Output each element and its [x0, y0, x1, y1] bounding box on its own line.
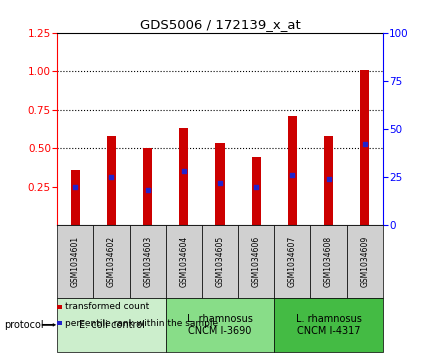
Text: E. coli control: E. coli control: [78, 320, 144, 330]
Bar: [180, 128, 188, 225]
Text: GSM1034604: GSM1034604: [180, 236, 188, 287]
Text: GSM1034609: GSM1034609: [360, 236, 369, 287]
Point: [72, 184, 79, 189]
Point: [325, 176, 332, 182]
Point: [180, 168, 187, 174]
Point: [108, 174, 115, 180]
Text: GSM1034608: GSM1034608: [324, 236, 333, 287]
Text: percentile rank within the sample: percentile rank within the sample: [65, 319, 218, 327]
Point: [216, 180, 224, 185]
Bar: [143, 148, 152, 225]
Point: [361, 141, 368, 147]
Point: [144, 188, 151, 193]
Bar: [252, 157, 260, 225]
Bar: [216, 143, 224, 225]
Text: GSM1034602: GSM1034602: [107, 236, 116, 287]
Text: GSM1034607: GSM1034607: [288, 236, 297, 287]
Text: GSM1034603: GSM1034603: [143, 236, 152, 287]
Text: GSM1034601: GSM1034601: [71, 236, 80, 287]
Text: protocol: protocol: [4, 320, 44, 330]
Bar: [360, 70, 369, 225]
Text: L. rhamnosus
CNCM I-3690: L. rhamnosus CNCM I-3690: [187, 314, 253, 336]
Text: transformed count: transformed count: [65, 302, 149, 311]
Text: GSM1034605: GSM1034605: [216, 236, 224, 287]
Point: [289, 172, 296, 178]
Text: L. rhamnosus
CNCM I-4317: L. rhamnosus CNCM I-4317: [296, 314, 362, 336]
Text: GSM1034606: GSM1034606: [252, 236, 260, 287]
Bar: [71, 170, 80, 225]
Point: [253, 184, 260, 189]
Bar: [324, 136, 333, 225]
Bar: [288, 116, 297, 225]
Title: GDS5006 / 172139_x_at: GDS5006 / 172139_x_at: [139, 19, 301, 32]
Bar: [107, 136, 116, 225]
